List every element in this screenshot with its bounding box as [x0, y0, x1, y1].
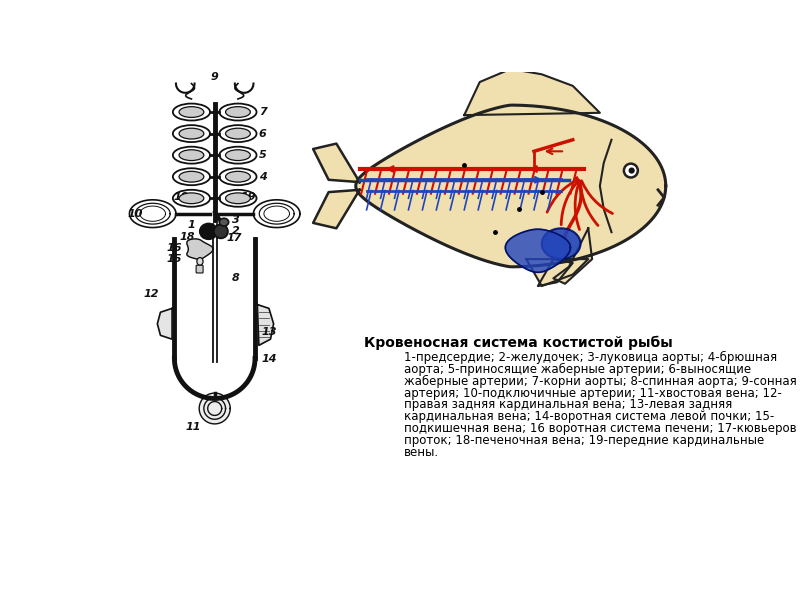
- Ellipse shape: [179, 128, 204, 139]
- Ellipse shape: [226, 107, 250, 118]
- Text: 7: 7: [259, 107, 266, 117]
- Polygon shape: [554, 229, 592, 284]
- Ellipse shape: [226, 193, 250, 203]
- Text: жаберные артерии; 7-корни аорты; 8-спинная аорта; 9-сонная: жаберные артерии; 7-корни аорты; 8-спинн…: [404, 374, 797, 388]
- Text: правая задняя кардинальная вена; 13-левая задняя: правая задняя кардинальная вена; 13-лева…: [404, 398, 732, 412]
- Text: 16: 16: [166, 242, 182, 253]
- Polygon shape: [313, 190, 360, 229]
- Text: 5: 5: [259, 150, 266, 160]
- Ellipse shape: [226, 172, 250, 182]
- Text: 17: 17: [226, 233, 242, 244]
- Text: 11: 11: [186, 422, 201, 432]
- Ellipse shape: [542, 229, 581, 259]
- Polygon shape: [313, 143, 360, 182]
- Text: 8: 8: [232, 274, 239, 283]
- Text: аорта; 5-приносящие жаберные артерии; 6-выносящие: аорта; 5-приносящие жаберные артерии; 6-…: [404, 362, 751, 376]
- Text: 19: 19: [174, 192, 189, 202]
- Ellipse shape: [226, 150, 250, 161]
- Ellipse shape: [179, 193, 204, 203]
- Polygon shape: [187, 239, 213, 259]
- Ellipse shape: [179, 150, 204, 161]
- Text: Кровеносная система костистой рыбы: Кровеносная система костистой рыбы: [364, 335, 673, 350]
- Polygon shape: [258, 305, 274, 346]
- Ellipse shape: [179, 172, 204, 182]
- Polygon shape: [356, 105, 666, 267]
- Text: 6: 6: [259, 128, 266, 139]
- Polygon shape: [538, 259, 573, 286]
- Text: 18: 18: [180, 232, 195, 242]
- Text: подкишечная вена; 16 воротная система печени; 17-кювьеров: подкишечная вена; 16 воротная система пе…: [404, 422, 797, 436]
- Ellipse shape: [214, 224, 228, 238]
- Polygon shape: [526, 259, 588, 286]
- Text: 15: 15: [166, 254, 182, 264]
- FancyBboxPatch shape: [196, 265, 203, 273]
- Ellipse shape: [226, 128, 250, 139]
- Ellipse shape: [197, 257, 203, 265]
- Polygon shape: [464, 69, 600, 115]
- Text: 4: 4: [259, 172, 266, 182]
- Text: 9: 9: [211, 72, 218, 82]
- Text: 1-предсердие; 2-желудочек; 3-луковица аорты; 4-брюшная: 1-предсердие; 2-желудочек; 3-луковица ао…: [404, 351, 777, 364]
- Text: 3: 3: [232, 215, 239, 225]
- Text: кардинальная вена; 14-воротная система левой почки; 15-: кардинальная вена; 14-воротная система л…: [404, 410, 774, 424]
- Text: 2: 2: [232, 226, 239, 236]
- Circle shape: [624, 164, 638, 178]
- Text: артерия; 10-подключичные артерии; 11-хвостовая вена; 12-: артерия; 10-подключичные артерии; 11-хво…: [404, 386, 782, 400]
- Polygon shape: [506, 229, 570, 272]
- Ellipse shape: [200, 224, 217, 239]
- Polygon shape: [199, 393, 230, 424]
- Text: 19: 19: [240, 192, 256, 202]
- Text: проток; 18-печеночная вена; 19-передние кардинальные: проток; 18-печеночная вена; 19-передние …: [404, 434, 764, 447]
- Text: 13: 13: [262, 328, 277, 337]
- Text: 14: 14: [262, 354, 277, 364]
- Polygon shape: [158, 308, 172, 339]
- Circle shape: [629, 167, 634, 173]
- Ellipse shape: [219, 218, 229, 226]
- Text: 12: 12: [143, 289, 159, 299]
- Text: 10: 10: [128, 209, 143, 218]
- Text: 1: 1: [187, 220, 195, 230]
- Text: вены.: вены.: [404, 446, 439, 459]
- Ellipse shape: [179, 107, 204, 118]
